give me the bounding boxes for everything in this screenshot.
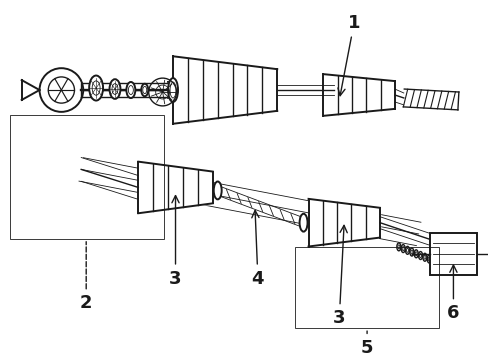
Ellipse shape bbox=[110, 79, 121, 99]
Bar bbox=[430, 233, 477, 275]
Ellipse shape bbox=[126, 82, 135, 98]
Ellipse shape bbox=[89, 76, 103, 100]
Text: 4: 4 bbox=[252, 211, 264, 288]
Ellipse shape bbox=[299, 214, 308, 231]
Text: 1: 1 bbox=[338, 14, 361, 96]
Ellipse shape bbox=[489, 246, 490, 262]
Circle shape bbox=[40, 68, 83, 112]
Ellipse shape bbox=[214, 181, 221, 199]
Text: 3: 3 bbox=[169, 195, 182, 288]
Text: 2: 2 bbox=[80, 242, 93, 312]
Polygon shape bbox=[81, 83, 173, 97]
Ellipse shape bbox=[168, 78, 178, 102]
Bar bbox=[10, 115, 164, 239]
Text: 5: 5 bbox=[361, 331, 373, 357]
Ellipse shape bbox=[141, 84, 148, 96]
Text: 3: 3 bbox=[333, 225, 347, 327]
Bar bbox=[294, 247, 439, 328]
Text: 6: 6 bbox=[447, 265, 460, 322]
